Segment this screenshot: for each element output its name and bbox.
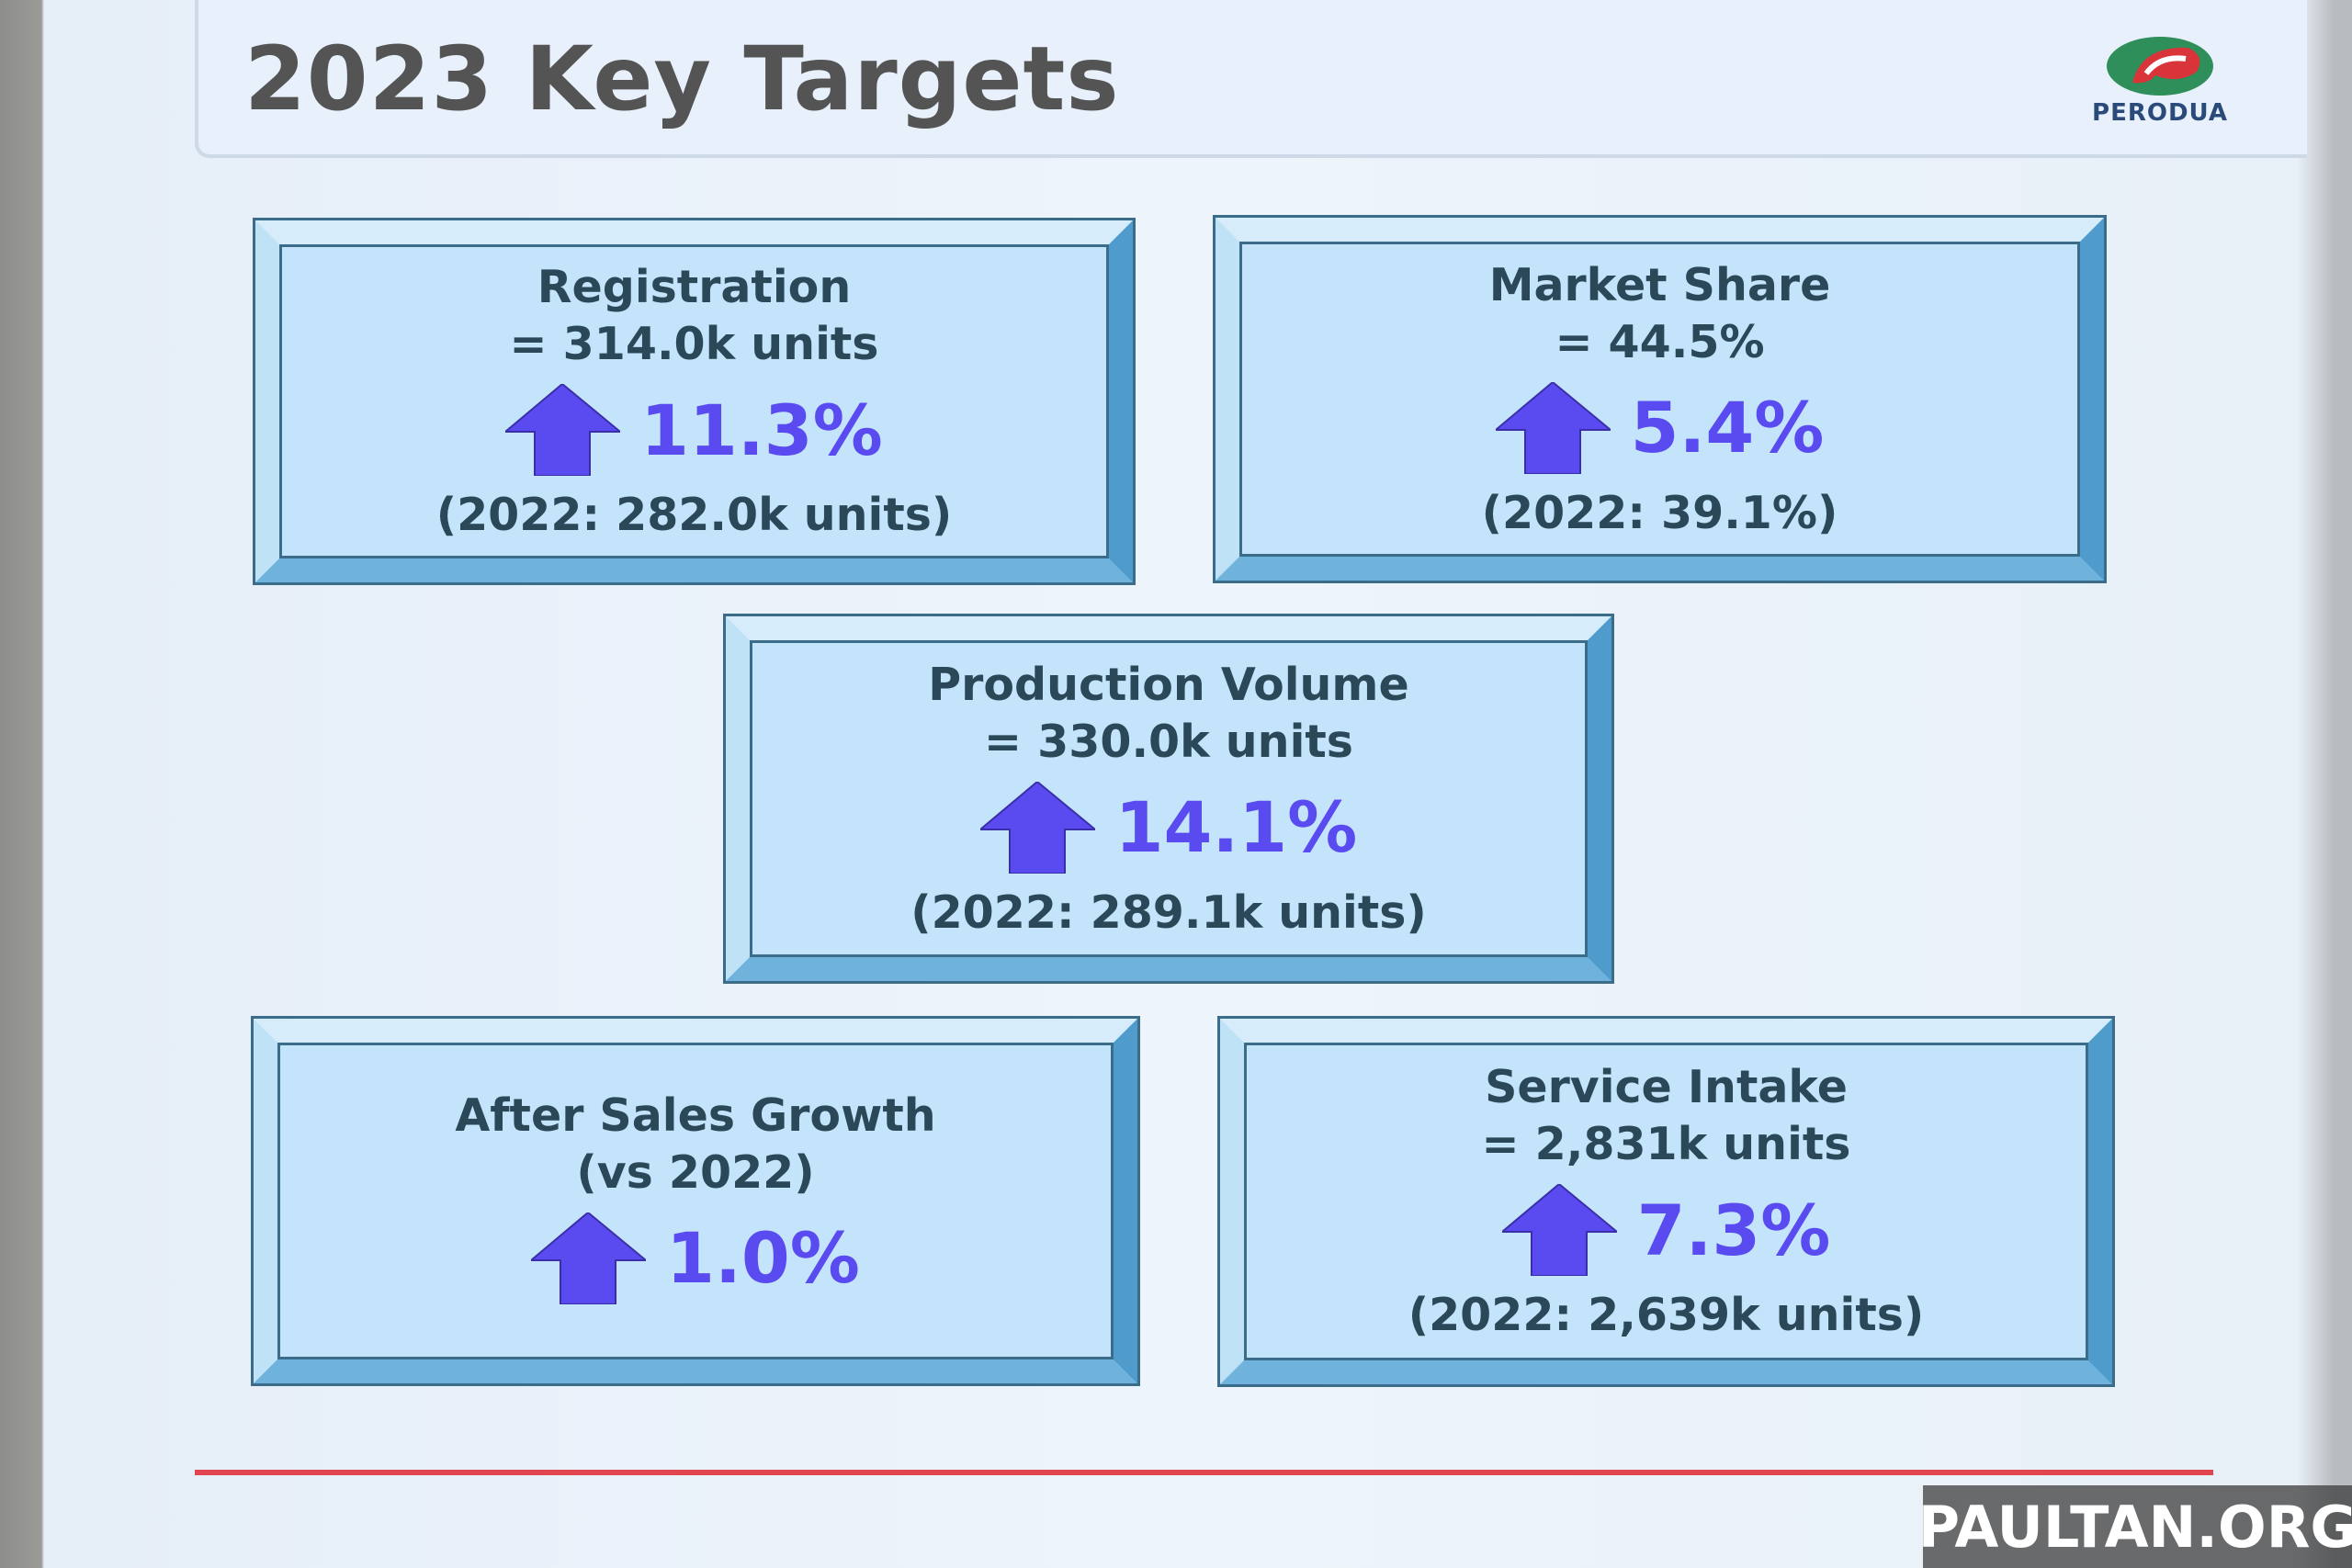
- change-row: 5.4%: [1495, 381, 1825, 474]
- card-title: After Sales Growth: [455, 1089, 936, 1142]
- target-card: Service Intake = 2,831k units 7.3% (2022: 2…: [1217, 1016, 2115, 1387]
- arrow-shape: [979, 781, 1095, 874]
- target-card: Registration = 314.0k units 11.3% (2022: 28…: [253, 218, 1136, 585]
- logo: PERODUA: [2068, 28, 2252, 138]
- card-previous: (2022: 39.1%): [1481, 486, 1838, 539]
- card-title: Production Volume: [928, 658, 1409, 711]
- up-arrow: [531, 1212, 647, 1304]
- card-change: 7.3%: [1636, 1189, 1831, 1271]
- watermark: PAULTAN.ORG: [1918, 1485, 2352, 1568]
- change-row: 11.3%: [505, 384, 883, 476]
- card-previous: (2022: 289.1k units): [910, 886, 1427, 939]
- card-value: = 314.0k units: [509, 318, 879, 370]
- card-value: = 44.5%: [1555, 315, 1765, 368]
- target-card: Production Volume = 330.0k units 14.1% (202…: [723, 614, 1614, 984]
- arrow-shape: [1501, 1184, 1617, 1276]
- card-value: = 330.0k units: [984, 715, 1353, 768]
- change-row: 1.0%: [531, 1212, 860, 1304]
- arrow-shape: [531, 1212, 647, 1304]
- divider: [195, 1470, 2213, 1475]
- up-arrow: [1501, 1184, 1617, 1276]
- arrow-shape: [1495, 381, 1611, 474]
- card-value: (vs 2022): [576, 1145, 815, 1199]
- arrow-shape: [505, 384, 621, 476]
- card-change: 5.4%: [1630, 387, 1825, 468]
- title: 2023 Key Targets: [244, 28, 1120, 130]
- card-change: 11.3%: [640, 389, 883, 471]
- card-previous: (2022: 2,639k units): [1408, 1289, 1925, 1341]
- logo-text: PERODUA: [2092, 99, 2228, 127]
- up-arrow: [505, 384, 621, 476]
- card-value: = 2,831k units: [1481, 1118, 1851, 1170]
- card-title: Registration: [537, 261, 852, 313]
- up-arrow: [1495, 381, 1611, 474]
- card-title: Service Intake: [1485, 1061, 1848, 1113]
- up-arrow: [979, 781, 1095, 874]
- header: 2023 Key Targets PERODUA: [195, 0, 2307, 158]
- change-row: 7.3%: [1501, 1184, 1831, 1276]
- card-change: 14.1%: [1114, 786, 1358, 868]
- target-card: Market Share = 44.5% 5.4% (2022: 39.1%): [1213, 215, 2107, 583]
- logo-icon: [2107, 37, 2213, 96]
- change-row: 14.1%: [979, 781, 1358, 874]
- card-change: 1.0%: [666, 1217, 860, 1299]
- target-card: After Sales Growth (vs 2022) 1.0%: [251, 1016, 1140, 1386]
- card-previous: (2022: 282.0k units): [435, 489, 953, 541]
- card-title: Market Share: [1488, 258, 1831, 311]
